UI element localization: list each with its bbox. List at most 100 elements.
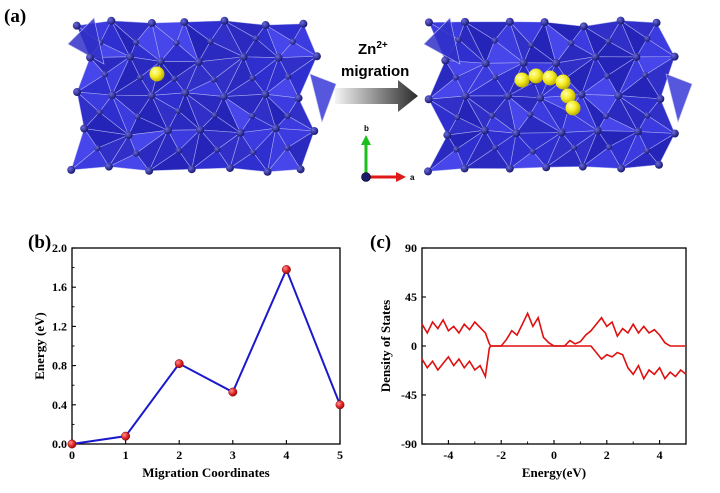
oxygen-atom [296,165,305,174]
oxygen-atom [145,166,154,175]
oxygen-atom [632,52,641,61]
polyhedron-face [665,73,693,124]
oxygen-atom [591,52,600,61]
y-tick-label: -90 [401,437,417,451]
polyhedron-face [581,94,607,132]
inner-atom [101,71,109,78]
oxygen-atom [72,21,81,30]
oxygen-atom [261,21,270,30]
inner-atom [452,146,460,153]
polyhedron-face [427,98,458,136]
inner-atom [96,108,103,116]
oxygen-atom [540,18,549,27]
y-axis-title: Density of States [378,300,393,392]
zn-atom [560,88,576,104]
oxygen-atom [670,52,679,61]
x-tick-label: 0 [69,448,75,462]
zn-atom [555,74,571,90]
oxygen-atom [196,125,205,134]
y-tick-label: 0.8 [52,359,67,373]
data-point [281,265,291,275]
oxygen-atom [536,93,545,102]
oxygen-atom [505,17,514,26]
inner-atom [174,107,182,114]
polyhedron-face [507,95,531,134]
polyhedron-face [618,56,646,96]
oxygen-atom [147,91,156,100]
polyhedron-face [223,20,257,58]
polyhedron-face [150,94,179,131]
polyhedron-face [223,95,253,134]
crystal-structure-initial [67,16,337,176]
oxygen-atom [194,57,203,66]
oxygen-atom [239,52,248,61]
inner-atom [284,73,292,80]
data-point [174,359,184,369]
inner-atom [605,143,613,151]
zn-charge: 2+ [376,40,388,51]
polyhedron-face [618,95,648,133]
oxygen-atom [656,94,665,103]
inner-atom [454,113,461,121]
oxygen-atom [180,18,189,27]
polyhedron-face [184,91,216,131]
oxygen-atom [460,17,469,26]
oxygen-atom [108,91,117,100]
x-tick-label: -4 [443,448,453,462]
inner-atom [491,144,499,151]
arrow-label-migration: migration [341,63,409,80]
zn-atom [565,100,581,116]
inner-atom [491,74,499,81]
oxygen-atom [225,163,234,172]
migration-arrow [335,80,418,112]
polyhedron-face [264,56,289,96]
polyhedron-face [539,97,569,134]
oxygen-atom [104,162,113,171]
polyhedron-face [184,61,215,94]
polyhedron-face [264,93,288,129]
oxygen-atom [441,56,450,65]
inner-atom [207,38,214,45]
oxygen-atom [236,128,245,137]
oxygen-atom [299,19,308,28]
polyhedron-face [509,132,534,170]
energy-line [71,266,341,445]
zn-atom [528,68,544,84]
inner-atom [171,75,178,82]
polyhedron-face [67,17,105,65]
x-tick-label: 2 [604,448,610,462]
polyhedron-face [580,55,608,96]
polyhedron-face [465,95,493,131]
inner-atom [249,149,257,156]
inner-atom [134,113,141,120]
polyhedron-face [111,56,141,96]
y-tick-label: 0.4 [52,398,67,412]
inner-atom [211,111,218,119]
inner-atom [605,38,612,45]
oxygen-atom [274,53,283,62]
y-tick-label: -45 [401,388,417,402]
oxygen-atom [652,18,661,27]
oxygen-atom [86,53,95,62]
oxygen-atom [503,91,512,100]
polyhedron-face [76,56,106,93]
polyhedron-face [70,127,98,171]
axis-label-a: a [410,173,415,182]
polyhedron-face [76,91,100,130]
oxygen-atom [312,52,321,61]
dos-spin-down-line [421,345,687,381]
polyhedron-face [183,21,211,63]
inner-atom [527,41,535,49]
oxygen-atom [617,164,626,173]
plot-frame [71,247,341,445]
x-tick-label: 4 [657,448,663,462]
crystal-structure-migrated [423,16,693,176]
oxygen-atom [424,95,433,104]
polyhedron-face [151,22,177,63]
x-tick-label: 5 [337,448,343,462]
inner-atom [567,39,575,47]
y-tick-label: 1.6 [52,280,67,294]
oxygen-atom [263,167,272,176]
oxygen-atom [124,131,133,140]
